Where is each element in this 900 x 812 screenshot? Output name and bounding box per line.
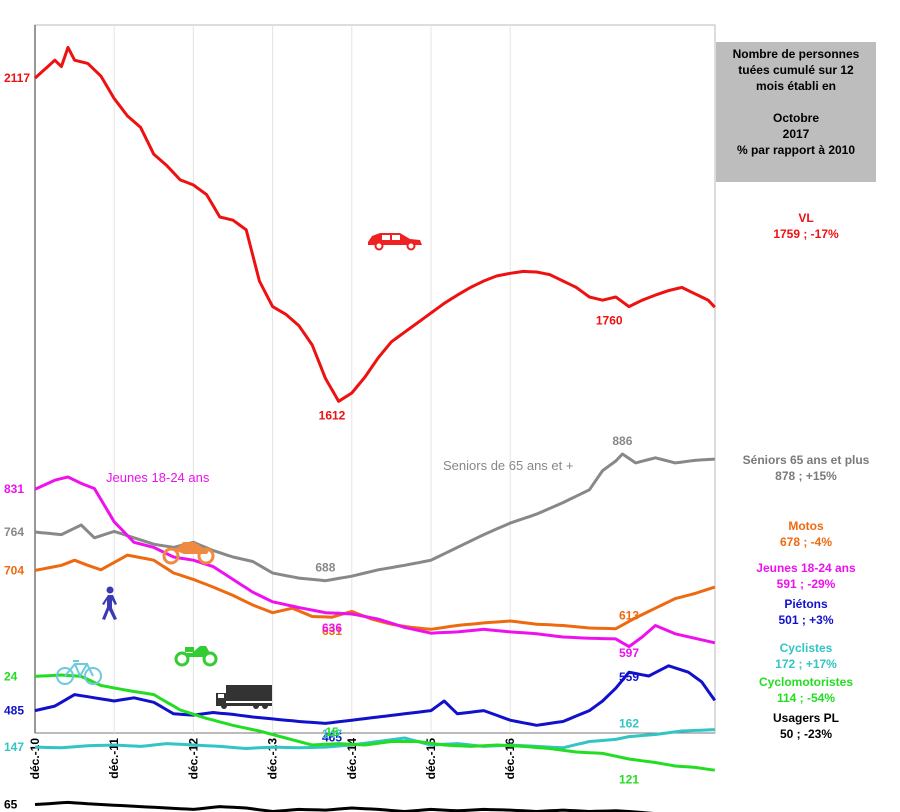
info-month: Octobre [772, 111, 819, 125]
data-label-cyclistes: 147 [322, 727, 342, 741]
side-label-value: 501 ; +3% [778, 613, 834, 627]
side-label-motos: Motos 678 ; -4% [716, 518, 896, 550]
bicycle-icon [56, 660, 102, 685]
side-label-value: 1759 ; -17% [773, 227, 839, 241]
series-line-pietons [34, 664, 717, 727]
side-label-name: Piétons [784, 597, 828, 611]
data-label-motos: 613 [619, 609, 639, 623]
info-line-2: tuées cumulé sur 12 [738, 63, 854, 77]
x-tick-label: déc.-14 [345, 738, 359, 780]
series-line-jeunes [34, 475, 716, 649]
side-label-name: Cyclomotoristes [758, 675, 854, 689]
data-label-cyclistes: 147 [4, 740, 24, 754]
side-label-name: Jeunes 18-24 ans [756, 561, 856, 575]
side-label-value: 591 ; -29% [776, 577, 836, 591]
truck-icon [216, 685, 272, 709]
series-line-usagerspl [34, 800, 655, 812]
annotation-jeunes: Jeunes 18-24 ans [106, 470, 210, 485]
data-label-jeunes: 597 [619, 646, 639, 660]
info-line-3: mois établi en [755, 79, 837, 93]
pedestrian-icon [102, 586, 117, 620]
data-label-motos: 631 [322, 624, 342, 638]
side-label-value: 878 ; +15% [775, 469, 837, 483]
data-label-seniors: 764 [4, 525, 24, 539]
side-label-seniors: Séniors 65 ans et plus 878 ; +15% [716, 452, 896, 484]
side-label-jeunes: Jeunes 18-24 ans 591 ; -29% [716, 560, 896, 592]
data-label-cyclomotoristes: 15 [325, 725, 339, 739]
data-label-jeunes: 636 [322, 621, 342, 635]
series-line-cyclomotoristes [34, 673, 716, 772]
annotation-seniors: Seniors de 65 ans et + [443, 458, 573, 473]
side-label-name: Motos [788, 519, 824, 533]
data-label-pietons: 559 [619, 670, 639, 684]
series-line-cyclistes [34, 728, 715, 750]
side-label-cyclomotoristes: Cyclomotoristes 114 ; -54% [716, 674, 896, 706]
side-label-value: 50 ; -23% [779, 727, 833, 741]
side-label-name: Usagers PL [772, 711, 840, 725]
data-label-vl: 1760 [596, 314, 623, 328]
data-label-cyclomotoristes: 121 [619, 772, 639, 786]
plot-area [34, 24, 716, 734]
series-line-vl [33, 45, 716, 403]
motorcycle-icon [162, 542, 215, 565]
x-tick-label: déc.-12 [186, 738, 200, 780]
data-label-cyclistes: 162 [619, 717, 639, 731]
data-label-motos: 704 [4, 563, 24, 577]
x-tick-label: déc.-11 [107, 738, 121, 779]
data-label-pietons: 485 [4, 704, 24, 718]
series-lines [33, 45, 717, 812]
side-label-name: Cyclistes [779, 641, 833, 655]
side-label-cyclistes: Cyclistes 172 ; +17% [716, 640, 896, 672]
info-line-1: Nombre de personnes [732, 47, 860, 61]
data-label-pietons: 465 [322, 730, 342, 744]
x-tick-label: déc.-15 [424, 738, 438, 780]
moped-icon [174, 646, 218, 667]
side-label-name: Séniors 65 ans et plus [742, 453, 870, 467]
side-label-vl: VL 1759 ; -17% [716, 210, 896, 242]
data-label-usagerspl: 65 [4, 798, 18, 812]
side-label-name: VL [798, 211, 814, 225]
x-tick-label: déc.-10 [28, 738, 42, 780]
data-label-seniors: 886 [612, 434, 632, 448]
side-label-value: 678 ; -4% [779, 535, 833, 549]
info-comparison: % par rapport à 2010 [736, 143, 856, 157]
data-label-cyclomotoristes: 24 [4, 669, 18, 683]
x-tick-label: déc.-13 [266, 738, 280, 780]
series-line-seniors [34, 452, 715, 583]
car-icon [368, 233, 422, 251]
side-label-usagerspl: Usagers PL 50 ; -23% [716, 710, 896, 742]
data-labels: 2117 1612 1760 764 688 886 704 631 613 831 636 597 4… [4, 71, 639, 812]
info-box: Nombre de personnes tuées cumulé sur 12 … [716, 42, 876, 182]
side-label-value: 114 ; -54% [776, 691, 836, 705]
data-label-seniors: 688 [315, 561, 335, 575]
data-label-vl: 2117 [4, 71, 30, 85]
info-year: 2017 [782, 127, 810, 141]
side-label-value: 172 ; +17% [775, 657, 837, 671]
x-tick-label: déc.-16 [503, 738, 517, 780]
data-label-jeunes: 831 [4, 482, 24, 496]
data-label-vl: 1612 [319, 408, 346, 422]
side-label-pietons: Piétons 501 ; +3% [716, 596, 896, 628]
